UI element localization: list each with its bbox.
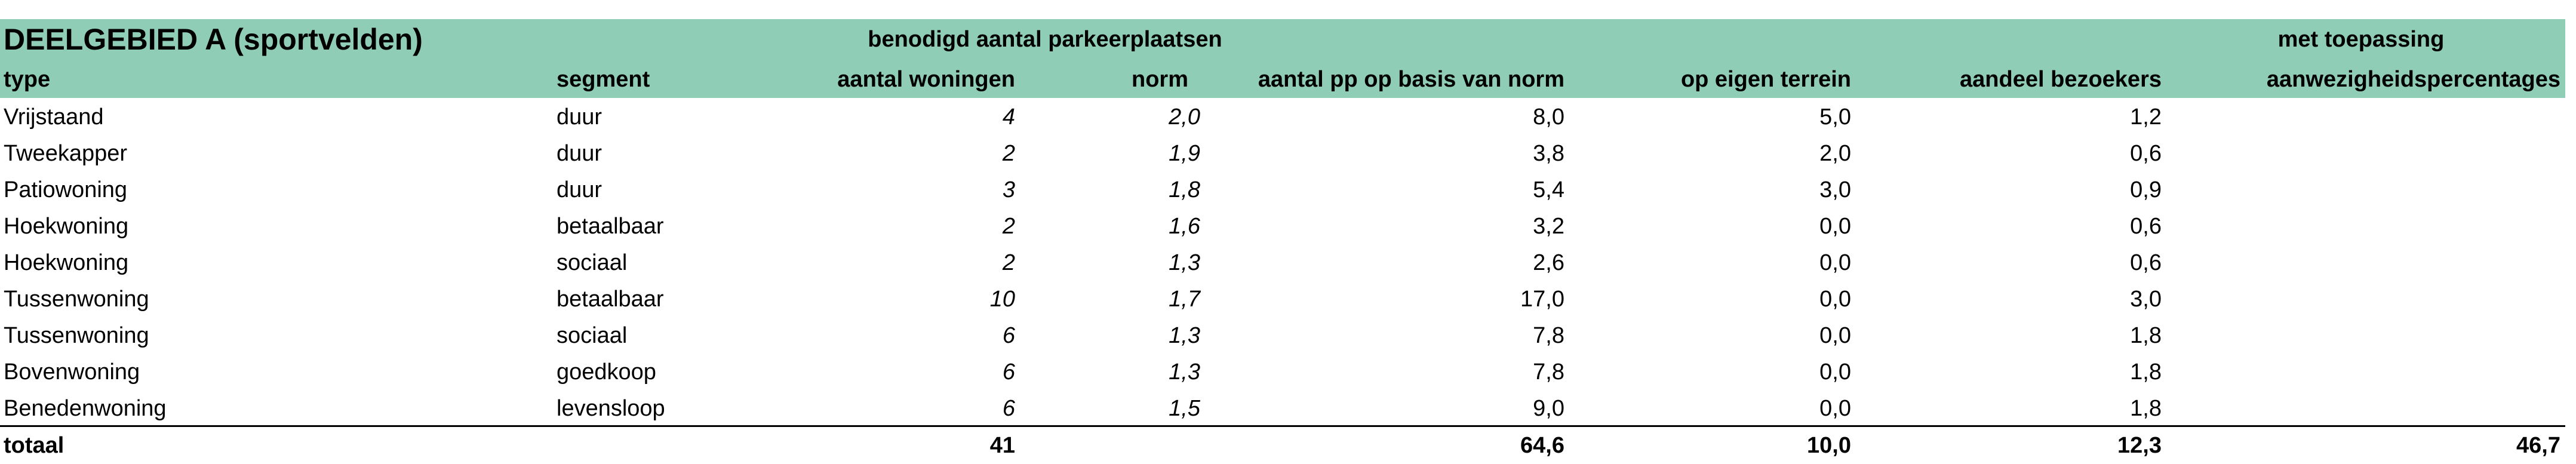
- cell-op-eigen-terrein: 0,0: [1819, 287, 1851, 312]
- cell-segment: levensloop: [557, 396, 665, 421]
- total-op-eigen-terrein: 10,0: [1807, 433, 1851, 458]
- total-label: totaal: [4, 433, 64, 458]
- cell-segment: duur: [557, 177, 602, 202]
- cell-type: Tweekapper: [4, 141, 128, 166]
- cell-aantal-woningen: 2: [1002, 250, 1015, 275]
- cell-aandeel-bezoekers: 0,9: [2130, 177, 2162, 202]
- col-header-norm: norm: [1132, 67, 1188, 92]
- cell-type: Hoekwoning: [4, 214, 129, 239]
- header-band: [0, 19, 2565, 98]
- table-row: Vrijstaand duur 4 2,0 8,0 5,0 1,2: [0, 99, 2565, 136]
- col-header-segment: segment: [557, 67, 650, 92]
- col-header-aantal-woningen: aantal woningen: [837, 67, 1015, 92]
- total-aantal-pp: 64,6: [1520, 433, 1564, 458]
- cell-aandeel-bezoekers: 0,6: [2130, 214, 2162, 239]
- cell-norm: 1,5: [1169, 396, 1200, 421]
- table-row: Hoekwoning sociaal 2 1,3 2,6 0,0 0,6: [0, 245, 2565, 281]
- cell-norm: 1,8: [1169, 177, 1200, 202]
- cell-op-eigen-terrein: 3,0: [1819, 177, 1851, 202]
- cell-segment: betaalbaar: [557, 287, 664, 312]
- header-row-1: DEELGEBIED A (sportvelden) benodigd aant…: [0, 21, 2565, 58]
- cell-aandeel-bezoekers: 1,8: [2130, 323, 2162, 348]
- cell-type: Vrijstaand: [4, 105, 104, 130]
- cell-norm: 1,3: [1169, 359, 1200, 385]
- col-header-aantal-pp: aantal pp op basis van norm: [1258, 67, 1564, 92]
- cell-segment: betaalbaar: [557, 214, 664, 239]
- cell-aantal-pp: 3,2: [1533, 214, 1564, 239]
- cell-norm: 2,0: [1169, 105, 1200, 130]
- cell-aantal-woningen: 4: [1002, 105, 1015, 130]
- table-row: Benedenwoning levensloop 6 1,5 9,0 0,0 1…: [0, 391, 2565, 427]
- cell-aandeel-bezoekers: 1,8: [2130, 396, 2162, 421]
- cell-type: Hoekwoning: [4, 250, 129, 275]
- cell-aandeel-bezoekers: 0,6: [2130, 250, 2162, 275]
- cell-aandeel-bezoekers: 3,0: [2130, 287, 2162, 312]
- cell-op-eigen-terrein: 0,0: [1819, 359, 1851, 385]
- cell-type: Tussenwoning: [4, 287, 149, 312]
- cell-aandeel-bezoekers: 0,6: [2130, 141, 2162, 166]
- cell-segment: duur: [557, 141, 602, 166]
- total-aantal-woningen: 41: [989, 433, 1015, 458]
- cell-segment: duur: [557, 105, 602, 130]
- col-header-op-eigen-terrein: op eigen terrein: [1680, 67, 1851, 92]
- cell-op-eigen-terrein: 0,0: [1819, 396, 1851, 421]
- cell-type: Patiowoning: [4, 177, 128, 202]
- total-divider: [0, 425, 2565, 427]
- cell-aantal-pp: 17,0: [1520, 287, 1564, 312]
- sheet-title: DEELGEBIED A (sportvelden): [4, 23, 423, 56]
- cell-norm: 1,3: [1169, 323, 1200, 348]
- cell-aantal-pp: 9,0: [1533, 396, 1564, 421]
- cell-aantal-pp: 2,6: [1533, 250, 1564, 275]
- cell-aantal-woningen: 6: [1002, 359, 1015, 385]
- cell-aantal-pp: 7,8: [1533, 323, 1564, 348]
- cell-type: Bovenwoning: [4, 359, 140, 385]
- totals-row: totaal 41 64,6 10,0 12,3 46,7: [0, 428, 2565, 464]
- table-row: Tweekapper duur 2 1,9 3,8 2,0 0,6: [0, 136, 2565, 172]
- cell-norm: 1,6: [1169, 214, 1200, 239]
- table-row: Tussenwoning sociaal 6 1,3 7,8 0,0 1,8: [0, 318, 2565, 354]
- cell-aantal-pp: 3,8: [1533, 141, 1564, 166]
- cell-segment: sociaal: [557, 323, 628, 348]
- cell-op-eigen-terrein: 0,0: [1819, 323, 1851, 348]
- toepassing-header: met toepassing: [2277, 27, 2445, 52]
- cell-aantal-woningen: 2: [1002, 141, 1015, 166]
- table-row: Bovenwoning goedkoop 6 1,3 7,8 0,0 1,8: [0, 354, 2565, 391]
- cell-aandeel-bezoekers: 1,2: [2130, 105, 2162, 130]
- col-header-aanwezigheid: aanwezigheidspercentages: [2266, 67, 2560, 92]
- cell-segment: goedkoop: [557, 359, 656, 385]
- cell-norm: 1,7: [1169, 287, 1200, 312]
- cell-segment: sociaal: [557, 250, 628, 275]
- table-row: Tussenwoning betaalbaar 10 1,7 17,0 0,0 …: [0, 281, 2565, 318]
- col-header-type: type: [4, 67, 51, 92]
- cell-norm: 1,9: [1169, 141, 1200, 166]
- cell-type: Benedenwoning: [4, 396, 167, 421]
- cell-norm: 1,3: [1169, 250, 1200, 275]
- cell-aantal-woningen: 3: [1002, 177, 1015, 202]
- cell-op-eigen-terrein: 5,0: [1819, 105, 1851, 130]
- total-aanwezigheid: 46,7: [2516, 433, 2560, 458]
- cell-aantal-pp: 5,4: [1533, 177, 1564, 202]
- cell-op-eigen-terrein: 0,0: [1819, 214, 1851, 239]
- cell-aantal-woningen: 6: [1002, 396, 1015, 421]
- cell-aantal-pp: 8,0: [1533, 105, 1564, 130]
- cell-aantal-woningen: 10: [989, 287, 1015, 312]
- cell-op-eigen-terrein: 0,0: [1819, 250, 1851, 275]
- cell-aandeel-bezoekers: 1,8: [2130, 359, 2162, 385]
- col-header-aandeel-bezoekers: aandeel bezoekers: [1960, 67, 2162, 92]
- header-row-2: type segment aantal woningen norm aantal…: [0, 62, 2565, 98]
- table-row: Patiowoning duur 3 1,8 5,4 3,0 0,9: [0, 172, 2565, 208]
- cell-op-eigen-terrein: 2,0: [1819, 141, 1851, 166]
- cell-aantal-woningen: 2: [1002, 214, 1015, 239]
- table-row: Hoekwoning betaalbaar 2 1,6 3,2 0,0 0,6: [0, 208, 2565, 245]
- cell-aantal-woningen: 6: [1002, 323, 1015, 348]
- total-aandeel-bezoekers: 12,3: [2117, 433, 2162, 458]
- cell-type: Tussenwoning: [4, 323, 149, 348]
- group-header: benodigd aantal parkeerplaatsen: [868, 27, 1222, 52]
- cell-aantal-pp: 7,8: [1533, 359, 1564, 385]
